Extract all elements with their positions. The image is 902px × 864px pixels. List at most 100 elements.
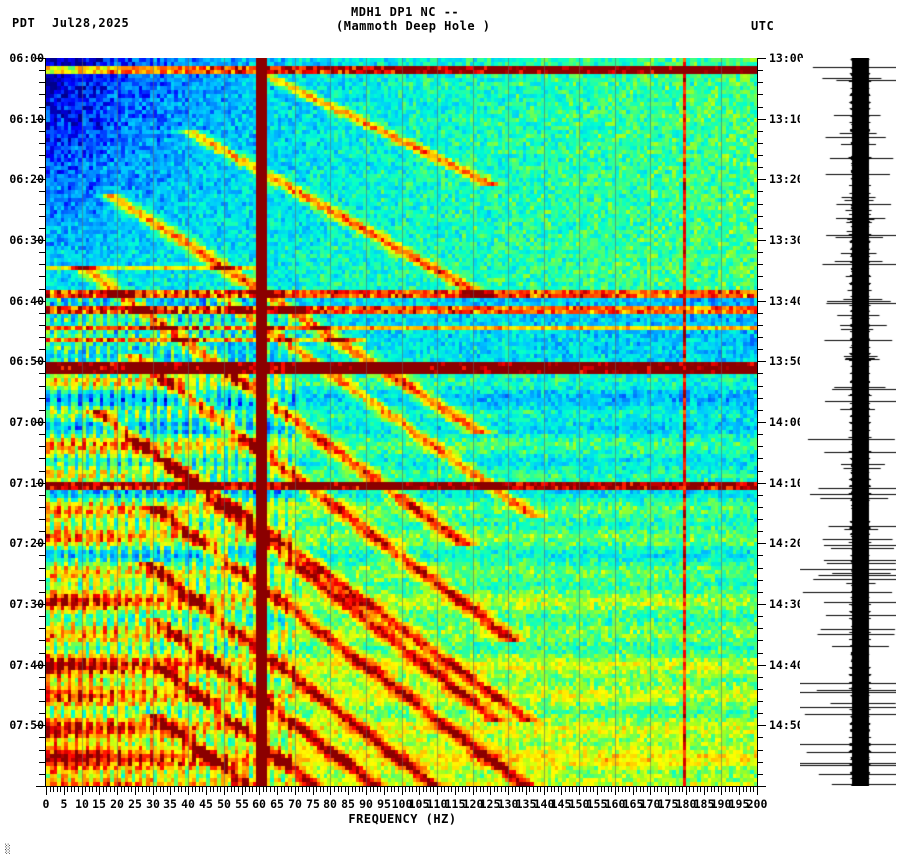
tick <box>757 276 763 277</box>
frequency-label: 50 <box>217 797 231 811</box>
tick <box>615 787 616 795</box>
tick <box>757 628 763 629</box>
tick <box>693 787 694 792</box>
tick <box>39 580 45 581</box>
tick <box>39 762 45 763</box>
tick <box>36 422 45 423</box>
tick <box>288 787 289 792</box>
tick <box>718 787 719 792</box>
tick <box>746 787 747 792</box>
tick <box>295 787 296 795</box>
timezone-label-left: PDT <box>12 16 36 30</box>
tick <box>39 628 45 629</box>
tick <box>167 787 168 792</box>
tick <box>544 787 545 795</box>
tick <box>565 787 566 792</box>
tick <box>757 458 763 459</box>
tick <box>36 786 45 787</box>
tick <box>515 787 516 792</box>
tick <box>131 787 132 792</box>
tick <box>554 787 555 792</box>
tick <box>36 665 45 666</box>
tick <box>757 301 766 302</box>
tick <box>192 787 193 792</box>
tick <box>39 701 45 702</box>
time-axis-left <box>45 58 46 786</box>
tick <box>36 119 45 120</box>
tick <box>657 787 658 792</box>
tick <box>757 592 763 593</box>
tick <box>526 787 527 795</box>
tick <box>291 787 292 792</box>
spectrogram-plot[interactable] <box>46 58 757 786</box>
tick <box>640 787 641 792</box>
tick <box>249 787 250 792</box>
time-label-right: 13:40 <box>769 294 804 308</box>
tick <box>700 787 701 792</box>
time-label-left: 06:00 <box>9 51 44 65</box>
corner-artifact-mark: ░ <box>5 845 11 855</box>
tick <box>529 787 530 792</box>
tick <box>757 325 763 326</box>
tick <box>757 750 763 751</box>
tick <box>757 398 763 399</box>
tick <box>281 787 282 792</box>
tick <box>398 787 399 792</box>
tick <box>338 787 339 792</box>
tick <box>39 398 45 399</box>
tick <box>522 787 523 792</box>
tick <box>757 737 763 738</box>
tick <box>462 787 463 792</box>
tick <box>39 689 45 690</box>
time-label-left: 06:40 <box>9 294 44 308</box>
tick <box>433 787 434 792</box>
tick <box>266 787 267 792</box>
tick <box>64 787 65 795</box>
tick <box>53 787 54 792</box>
tick <box>220 787 221 792</box>
tick <box>170 787 171 795</box>
tick <box>39 446 45 447</box>
tick <box>39 191 45 192</box>
time-label-right: 13:30 <box>769 233 804 247</box>
tick <box>128 787 129 792</box>
tick <box>743 787 744 792</box>
time-label-right: 14:30 <box>769 597 804 611</box>
tick <box>558 787 559 792</box>
tick <box>373 787 374 792</box>
tick <box>725 787 726 792</box>
time-label-left: 07:40 <box>9 658 44 672</box>
tick <box>99 787 100 795</box>
tick <box>654 787 655 792</box>
frequency-label: 140 <box>533 797 555 811</box>
tick <box>757 495 763 496</box>
tick <box>36 240 45 241</box>
frequency-label: 55 <box>235 797 249 811</box>
tick <box>757 349 763 350</box>
frequency-label: 200 <box>746 797 768 811</box>
tick <box>697 787 698 792</box>
tick <box>39 337 45 338</box>
frequency-label: 115 <box>444 797 466 811</box>
tick <box>757 787 758 795</box>
tick <box>306 787 307 792</box>
tick <box>519 787 520 792</box>
time-label-right: 14:00 <box>769 415 804 429</box>
tick <box>39 519 45 520</box>
tick <box>348 787 349 795</box>
tick <box>455 787 456 795</box>
tick <box>757 167 763 168</box>
frequency-label: 75 <box>306 797 320 811</box>
tick <box>757 665 766 666</box>
tick <box>650 787 651 795</box>
tick <box>39 555 45 556</box>
tick <box>366 787 367 795</box>
tick <box>757 762 763 763</box>
tick <box>36 604 45 605</box>
frequency-label: 100 <box>391 797 413 811</box>
tick <box>391 787 392 792</box>
time-label-left: 07:50 <box>9 718 44 732</box>
tick <box>757 519 763 520</box>
frequency-label: 0 <box>42 797 50 811</box>
tick <box>757 483 766 484</box>
